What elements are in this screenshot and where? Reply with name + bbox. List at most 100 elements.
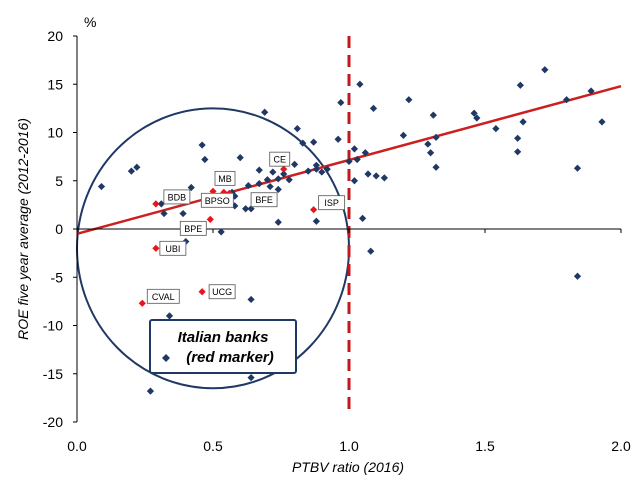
y-tick-label: -20	[43, 414, 63, 430]
italian-bank-point	[152, 200, 160, 208]
bank-point	[165, 312, 174, 320]
bank-point	[323, 165, 331, 173]
bank-point	[312, 165, 320, 173]
bank-point	[405, 96, 413, 104]
bank-point	[573, 164, 582, 172]
italian-bank-point	[198, 288, 206, 296]
bank-point	[198, 141, 206, 149]
bank-point	[201, 155, 209, 164]
bank-point	[146, 387, 155, 395]
y-tick-label: 0	[55, 221, 63, 237]
bank-point	[350, 145, 359, 153]
axes: 20 15 10 5 0 -5 -10 -15 -200.0 0.5 1.0 1.5 2.0	[43, 28, 631, 454]
bank-point	[369, 104, 378, 112]
bank-point	[399, 131, 407, 139]
bank-point	[514, 148, 522, 156]
bank-point	[157, 200, 165, 208]
bank-point	[427, 149, 435, 157]
bank-label-box	[163, 189, 191, 205]
italian-bank-point	[138, 299, 146, 307]
italian-bank-point	[206, 215, 214, 223]
bank-point	[244, 181, 252, 190]
bank-point	[247, 374, 255, 382]
bank-label: MB	[218, 174, 232, 184]
bank-point	[541, 66, 549, 74]
bank-point	[312, 217, 320, 225]
bank-point	[424, 140, 432, 148]
bank-point	[359, 214, 367, 222]
bank-label-box	[159, 240, 187, 256]
bank-point	[291, 160, 299, 168]
bank-label: CE	[273, 155, 286, 165]
bank-point	[280, 170, 288, 178]
bank-point	[187, 183, 195, 192]
bank-point	[429, 111, 437, 119]
bank-point	[519, 118, 527, 126]
bank-point	[345, 157, 353, 166]
bank-point	[127, 167, 135, 175]
bank-point	[334, 135, 342, 143]
bank-point	[269, 168, 277, 176]
bank-label-box	[269, 151, 291, 167]
bank-point	[274, 175, 282, 183]
bank-label: BDB	[168, 192, 187, 202]
x-tick-label: 2.0	[611, 438, 631, 454]
bank-point	[242, 205, 250, 213]
bank-point	[179, 209, 187, 218]
bank-point	[563, 96, 571, 104]
bank-point	[304, 167, 312, 175]
bank-point	[587, 87, 595, 95]
bank-point	[353, 155, 361, 164]
legend-line-2: (red marker)	[186, 349, 274, 366]
bank-point	[514, 134, 522, 142]
legend-box: Italian banks (red marker)	[149, 319, 297, 374]
bank-label: ISP	[324, 198, 339, 208]
bank-point	[160, 209, 168, 218]
bank-point	[274, 185, 282, 194]
bank-label-box	[208, 284, 236, 300]
bank-point	[247, 295, 255, 304]
bank-label-box	[250, 192, 278, 208]
x-tick-label: 1.0	[339, 438, 359, 454]
bank-label: UCG	[212, 287, 232, 297]
legend-frame	[149, 319, 297, 374]
bank-point	[236, 153, 244, 162]
bank-point	[492, 125, 500, 133]
bank-point	[255, 180, 263, 188]
bank-label-box	[200, 192, 234, 208]
bank-point	[432, 133, 440, 141]
bank-point	[598, 118, 606, 126]
bank-point	[285, 176, 293, 184]
bank-point	[364, 170, 372, 178]
bank-label-box	[214, 170, 236, 186]
bank-point	[516, 81, 524, 89]
italian-bank-point	[310, 206, 318, 214]
x-axis-title: PTBV ratio (2016)	[292, 459, 404, 475]
bank-label-box	[146, 288, 180, 304]
bank-point	[133, 163, 141, 171]
bank-point	[380, 174, 388, 182]
bank-point	[361, 149, 369, 157]
y-tick-label: 15	[47, 76, 63, 92]
y-axis-title: ROE five year average (2012-2016)	[15, 118, 31, 340]
bank-label: UBI	[165, 244, 180, 254]
bank-point	[293, 125, 301, 133]
italian-bank-point	[152, 244, 160, 252]
y-axis-unit: %	[84, 14, 96, 30]
bank-point	[255, 166, 263, 174]
italian-bank-point	[280, 165, 288, 173]
bank-point	[350, 177, 359, 185]
bank-point	[470, 109, 478, 117]
bank-label: CVAL	[152, 292, 175, 302]
bank-label: BPSO	[205, 196, 230, 206]
bank-point	[432, 163, 440, 171]
bank-point	[573, 272, 582, 280]
bank-point	[337, 98, 345, 107]
bank-point	[318, 168, 326, 176]
bank-point	[263, 176, 271, 184]
bank-point	[266, 182, 274, 191]
bank-label: BPE	[184, 224, 202, 234]
bank-point	[261, 108, 269, 116]
y-tick-label: -10	[43, 318, 63, 334]
